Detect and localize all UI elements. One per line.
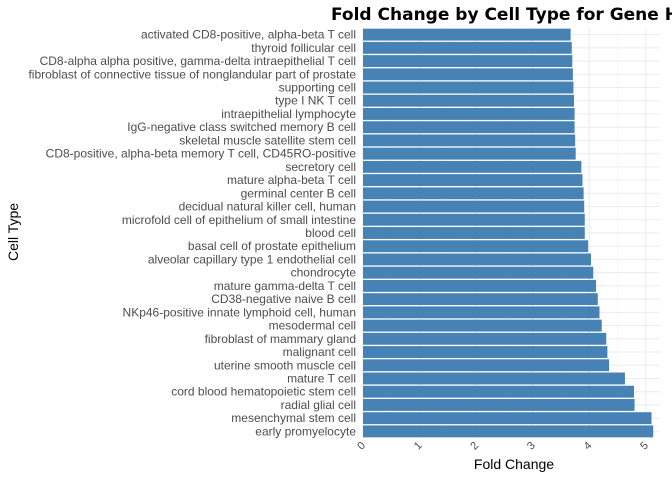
x-tick-label: 2 <box>468 440 481 453</box>
x-tick-label: 3 <box>525 440 538 453</box>
bar <box>363 332 607 345</box>
y-axis-title: Cell Type <box>5 203 21 261</box>
category-label: thyroid follicular cell <box>251 41 356 55</box>
bar <box>363 306 600 319</box>
bar <box>363 412 652 425</box>
bar <box>363 227 585 239</box>
x-tick-labels: 0 1 2 3 4 5 <box>355 440 651 453</box>
bar <box>363 94 575 107</box>
bar <box>363 28 571 41</box>
category-label: alveolar capillary type 1 endothelial ce… <box>148 252 356 266</box>
bar <box>363 293 598 306</box>
category-label: decidual natural killer cell, human <box>179 200 356 214</box>
x-tick-label: 4 <box>582 440 595 453</box>
category-label: CD8-positive, alpha-beta memory T cell, … <box>46 147 357 161</box>
bar <box>363 266 594 279</box>
bars-group <box>363 28 654 438</box>
bar <box>363 385 634 398</box>
chart-title: Fold Change by Cell Type for Gene HMG <box>331 5 672 25</box>
category-label: intraepithelial lymphocyte <box>221 107 356 121</box>
category-label: germinal center B cell <box>241 186 356 200</box>
category-label: cord blood hematopoietic stem cell <box>171 385 356 399</box>
bar <box>363 134 576 147</box>
category-label: mesenchymal stem cell <box>231 411 356 425</box>
bar <box>363 160 582 173</box>
category-label: fibroblast of connective tissue of nongl… <box>28 67 356 81</box>
category-label: secretory cell <box>285 160 356 174</box>
bar <box>363 187 584 200</box>
bar <box>363 68 573 81</box>
x-tick-label: 5 <box>638 440 651 453</box>
category-label: mature T cell <box>287 371 356 385</box>
bar <box>363 41 572 54</box>
bar <box>363 108 575 120</box>
category-label: chondrocyte <box>291 266 357 280</box>
bar <box>363 147 576 160</box>
category-label: malignant cell <box>283 345 356 359</box>
bar <box>363 174 583 187</box>
bar <box>363 346 608 358</box>
bar <box>363 398 635 411</box>
category-label: activated CD8-positive, alpha-beta T cel… <box>141 28 356 42</box>
category-label: CD8-alpha alpha positive, gamma-delta in… <box>40 54 356 68</box>
x-tick-label: 0 <box>355 440 368 453</box>
category-label: NKp46-positive innate lymphoid cell, hum… <box>123 305 356 319</box>
x-tick-label: 1 <box>412 440 425 453</box>
bar <box>363 81 574 94</box>
bar <box>363 121 575 134</box>
bar <box>363 319 602 332</box>
category-label: early promyelocyte <box>255 424 356 438</box>
category-label: microfold cell of epithelium of small in… <box>122 213 356 227</box>
category-label: radial glial cell <box>281 398 356 412</box>
category-label: blood cell <box>305 226 356 240</box>
category-label: CD38-negative naive B cell <box>211 292 356 306</box>
bar <box>363 372 625 385</box>
bar <box>363 213 585 226</box>
category-label: supporting cell <box>279 81 356 95</box>
category-label: mesodermal cell <box>269 319 356 333</box>
x-axis-title: Fold Change <box>474 456 554 472</box>
bar <box>363 240 589 253</box>
category-label: basal cell of prostate epithelium <box>188 239 356 253</box>
bar <box>363 279 597 292</box>
bar <box>363 253 591 266</box>
category-label: skeletal muscle satellite stem cell <box>179 133 356 147</box>
category-label: type I NK T cell <box>275 94 356 108</box>
bar <box>363 359 610 372</box>
category-label: IgG-negative class switched memory B cel… <box>127 120 356 134</box>
category-label: fibroblast of mammary gland <box>205 332 356 346</box>
category-label: uterine smooth muscle cell <box>214 358 356 372</box>
bar <box>363 55 573 68</box>
category-label: mature alpha-beta T cell <box>227 173 356 187</box>
bar <box>363 200 585 213</box>
category-label: mature gamma-delta T cell <box>214 279 356 293</box>
bar <box>363 425 654 438</box>
category-labels: activated CD8-positive, alpha-beta T cel… <box>28 28 356 439</box>
